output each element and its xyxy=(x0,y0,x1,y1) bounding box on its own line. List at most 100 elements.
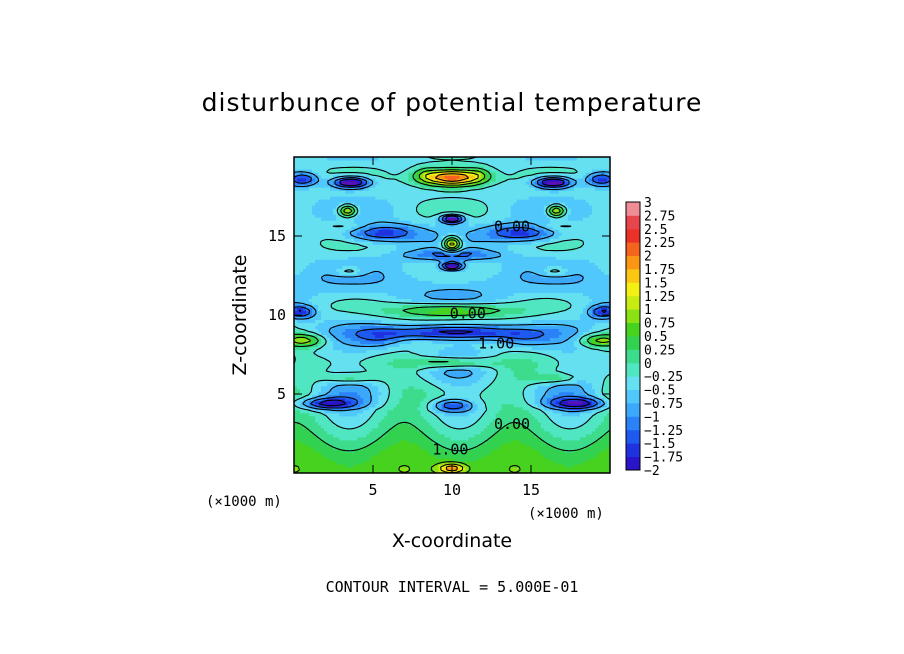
heatmap-cell xyxy=(573,421,578,426)
heatmap-cell xyxy=(351,433,355,438)
heatmap-cell xyxy=(354,469,358,473)
heatmap-cell xyxy=(528,427,533,432)
heatmap-cell xyxy=(486,460,491,465)
heatmap-cell xyxy=(405,454,409,459)
heatmap-cell xyxy=(558,469,563,473)
heatmap-cell xyxy=(297,430,301,435)
heatmap-cell xyxy=(432,403,436,408)
heatmap-cell xyxy=(381,346,385,351)
heatmap-cell xyxy=(573,367,578,372)
heatmap-cell xyxy=(408,460,412,465)
heatmap-cell xyxy=(570,379,575,384)
heatmap-cell xyxy=(531,442,536,447)
heatmap-cell xyxy=(357,358,361,363)
heatmap-cell xyxy=(558,430,563,435)
heatmap-cell xyxy=(408,415,412,420)
heatmap-cell xyxy=(375,409,379,414)
heatmap-cell xyxy=(528,454,533,459)
heatmap-cell xyxy=(597,352,602,357)
heatmap-cell xyxy=(501,460,506,465)
heatmap-cell xyxy=(576,385,581,390)
heatmap-cell xyxy=(564,337,569,342)
heatmap-cell xyxy=(324,361,328,366)
heatmap-cell xyxy=(519,403,524,408)
heatmap-cell xyxy=(465,397,470,402)
heatmap-cell xyxy=(447,394,451,399)
heatmap-cell xyxy=(573,415,578,420)
heatmap-cell xyxy=(471,460,476,465)
heatmap-cell xyxy=(363,433,367,438)
heatmap-cell xyxy=(378,409,382,414)
heatmap-cell xyxy=(327,463,331,468)
heatmap-cell xyxy=(606,358,610,363)
heatmap-cell xyxy=(507,379,512,384)
heatmap-cell xyxy=(519,436,524,441)
heatmap-cell xyxy=(450,433,455,438)
heatmap-cell xyxy=(348,463,352,468)
heatmap-cell xyxy=(555,409,560,414)
heatmap-cell xyxy=(390,412,394,417)
heatmap-cell xyxy=(294,343,298,348)
heatmap-cell xyxy=(375,463,379,468)
heatmap-cell xyxy=(519,469,524,473)
heatmap-cell xyxy=(552,415,557,420)
heatmap-cell xyxy=(468,418,473,423)
heatmap-cell xyxy=(540,424,545,429)
heatmap-cell xyxy=(486,469,491,473)
heatmap-cell xyxy=(372,361,376,366)
heatmap-cell xyxy=(510,430,515,435)
heatmap-cell xyxy=(516,433,521,438)
heatmap-cell xyxy=(477,370,482,375)
heatmap-cell xyxy=(309,364,313,369)
heatmap-cell xyxy=(462,391,467,396)
heatmap-cell xyxy=(582,466,587,471)
heatmap-cell xyxy=(300,388,304,393)
heatmap-cell xyxy=(321,331,325,336)
heatmap-cell xyxy=(360,421,364,426)
heatmap-cell xyxy=(522,403,527,408)
heatmap-cell xyxy=(366,421,370,426)
heatmap-cell xyxy=(579,436,584,441)
heatmap-cell xyxy=(456,352,461,357)
heatmap-cell xyxy=(510,340,515,345)
heatmap-cell xyxy=(423,409,427,414)
heatmap-cell xyxy=(333,430,337,435)
heatmap-cell xyxy=(489,388,494,393)
heatmap-cell xyxy=(588,373,593,378)
heatmap-cell xyxy=(603,430,608,435)
heatmap-cell xyxy=(339,457,343,462)
heatmap-cell xyxy=(480,346,485,351)
heatmap-cell xyxy=(549,391,554,396)
heatmap-cell xyxy=(567,415,572,420)
heatmap-cell xyxy=(318,358,322,363)
heatmap-cell xyxy=(552,433,557,438)
heatmap-cell xyxy=(594,433,599,438)
heatmap-cell xyxy=(360,451,364,456)
heatmap-cell xyxy=(306,361,310,366)
heatmap-cell xyxy=(468,340,473,345)
heatmap-cell xyxy=(330,469,334,473)
heatmap-cell xyxy=(384,412,388,417)
heatmap-cell xyxy=(384,385,388,390)
heatmap-cell xyxy=(411,412,415,417)
heatmap-cell xyxy=(534,439,539,444)
heatmap-cell xyxy=(408,352,412,357)
heatmap-cell xyxy=(354,430,358,435)
heatmap-cell xyxy=(546,343,551,348)
heatmap-cell xyxy=(483,397,488,402)
heatmap-cell xyxy=(594,448,599,453)
heatmap-cell xyxy=(525,358,530,363)
heatmap-cell xyxy=(534,454,539,459)
heatmap-cell xyxy=(525,394,530,399)
heatmap-cell xyxy=(441,412,445,417)
heatmap-cell xyxy=(348,391,352,396)
heatmap-cell xyxy=(375,373,379,378)
heatmap-cell xyxy=(447,376,451,381)
heatmap-cell xyxy=(402,373,406,378)
heatmap-cell xyxy=(321,346,325,351)
heatmap-cell xyxy=(441,379,445,384)
heatmap-cell xyxy=(456,355,461,360)
heatmap-cell xyxy=(336,409,340,414)
heatmap-cell xyxy=(387,421,391,426)
heatmap-cell xyxy=(342,445,346,450)
